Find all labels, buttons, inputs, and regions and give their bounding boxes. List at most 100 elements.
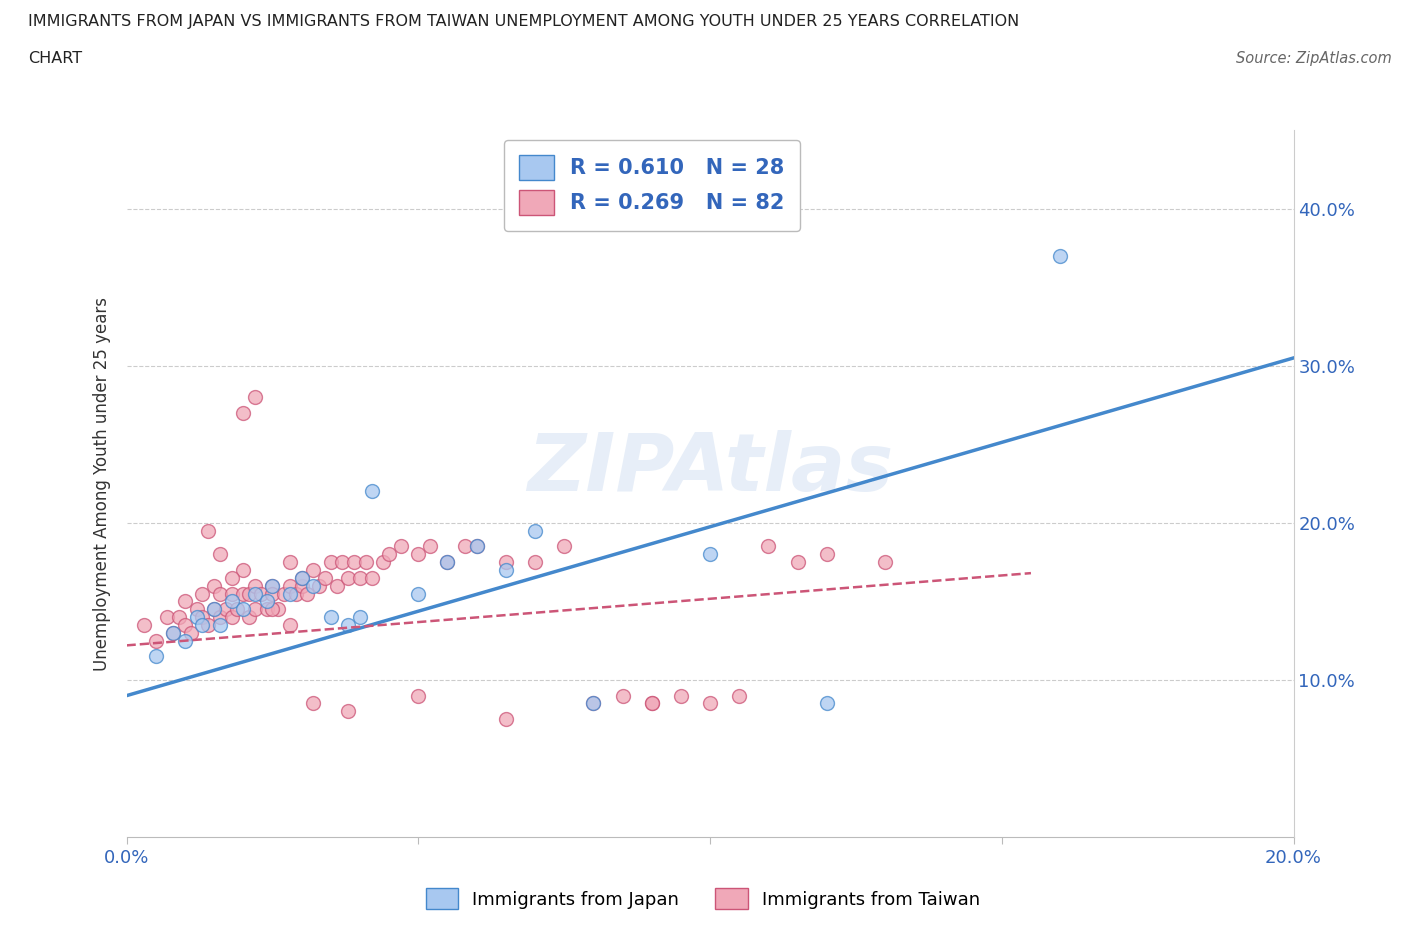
Point xyxy=(408,586,430,601)
Point xyxy=(191,610,214,625)
Point xyxy=(373,554,395,569)
Point xyxy=(408,547,430,562)
Point xyxy=(284,586,307,601)
Point xyxy=(186,602,208,617)
Point xyxy=(243,586,266,601)
Point xyxy=(553,539,575,554)
Point xyxy=(232,602,254,617)
Point xyxy=(308,578,330,593)
Point xyxy=(232,405,254,420)
Point xyxy=(337,570,360,585)
Point xyxy=(815,547,838,562)
Point xyxy=(208,547,231,562)
Point xyxy=(226,602,249,617)
Point xyxy=(786,554,808,569)
Point xyxy=(174,618,197,632)
Text: Source: ZipAtlas.com: Source: ZipAtlas.com xyxy=(1236,51,1392,66)
Point xyxy=(243,578,266,593)
Point xyxy=(262,602,284,617)
Point xyxy=(699,696,721,711)
Point xyxy=(728,688,751,703)
Point xyxy=(389,539,412,554)
Point xyxy=(221,610,243,625)
Point xyxy=(232,586,254,601)
Point xyxy=(156,610,179,625)
Point xyxy=(495,711,517,726)
Point xyxy=(302,578,325,593)
Point xyxy=(202,602,225,617)
Point xyxy=(582,696,605,711)
Point xyxy=(640,696,664,711)
Point xyxy=(349,610,371,625)
Point xyxy=(267,602,290,617)
Point xyxy=(297,586,319,601)
Point xyxy=(249,586,271,601)
Point xyxy=(582,696,605,711)
Point xyxy=(699,547,721,562)
Point xyxy=(191,618,214,632)
Point xyxy=(465,539,488,554)
Point xyxy=(337,618,360,632)
Point xyxy=(290,570,312,585)
Point xyxy=(290,578,312,593)
Point xyxy=(162,625,184,640)
Point xyxy=(243,602,266,617)
Point xyxy=(302,563,325,578)
Point xyxy=(221,586,243,601)
Point xyxy=(162,625,184,640)
Point xyxy=(145,633,167,648)
Point xyxy=(174,633,197,648)
Point xyxy=(454,539,477,554)
Point xyxy=(325,578,347,593)
Point xyxy=(132,618,155,632)
Legend: R = 0.610   N = 28, R = 0.269   N = 82: R = 0.610 N = 28, R = 0.269 N = 82 xyxy=(503,140,800,231)
Point xyxy=(495,563,517,578)
Point xyxy=(208,610,231,625)
Point xyxy=(145,649,167,664)
Point xyxy=(278,586,301,601)
Point xyxy=(524,524,547,538)
Point xyxy=(262,586,284,601)
Point xyxy=(436,554,458,569)
Point xyxy=(202,602,225,617)
Point xyxy=(278,618,301,632)
Point xyxy=(191,586,214,601)
Point xyxy=(815,696,838,711)
Point xyxy=(332,554,354,569)
Point xyxy=(349,570,371,585)
Point xyxy=(354,554,377,569)
Text: CHART: CHART xyxy=(28,51,82,66)
Text: ZIPAtlas: ZIPAtlas xyxy=(527,431,893,509)
Point xyxy=(273,586,295,601)
Point xyxy=(408,688,430,703)
Point xyxy=(256,594,278,609)
Point xyxy=(360,570,382,585)
Point xyxy=(343,554,366,569)
Point xyxy=(215,602,238,617)
Point xyxy=(378,547,401,562)
Point xyxy=(167,610,190,625)
Point xyxy=(208,586,231,601)
Point xyxy=(278,554,301,569)
Point xyxy=(360,484,382,498)
Point xyxy=(337,704,360,719)
Point xyxy=(262,578,284,593)
Point xyxy=(243,390,266,405)
Point xyxy=(278,578,301,593)
Point xyxy=(612,688,634,703)
Point xyxy=(419,539,441,554)
Point xyxy=(302,696,325,711)
Point xyxy=(640,696,664,711)
Point xyxy=(1049,248,1071,263)
Point xyxy=(197,618,219,632)
Point xyxy=(756,539,779,554)
Point xyxy=(314,570,336,585)
Point xyxy=(524,554,547,569)
Point xyxy=(232,563,254,578)
Point xyxy=(436,554,458,569)
Point xyxy=(221,594,243,609)
Point xyxy=(238,610,260,625)
Point xyxy=(238,586,260,601)
Text: IMMIGRANTS FROM JAPAN VS IMMIGRANTS FROM TAIWAN UNEMPLOYMENT AMONG YOUTH UNDER 2: IMMIGRANTS FROM JAPAN VS IMMIGRANTS FROM… xyxy=(28,14,1019,29)
Point xyxy=(256,602,278,617)
